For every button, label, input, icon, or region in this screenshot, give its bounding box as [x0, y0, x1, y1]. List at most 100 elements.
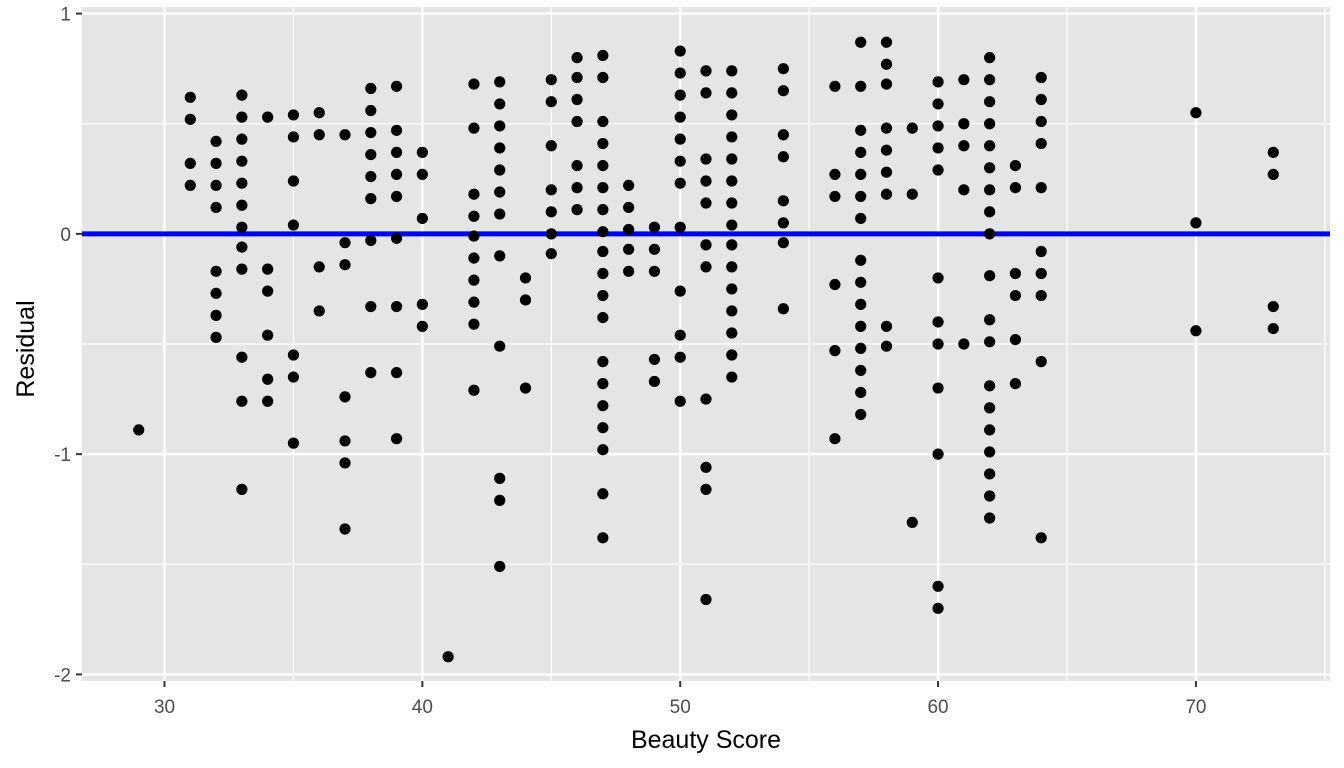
data-point: [1035, 93, 1047, 106]
data-point: [932, 338, 944, 350]
data-point: [519, 294, 532, 306]
y-axis-title: Residual: [12, 300, 40, 397]
data-point: [932, 580, 944, 592]
data-point: [777, 151, 789, 163]
y-tick-label: -2: [54, 665, 71, 686]
data-point: [855, 124, 867, 136]
data-point: [700, 239, 712, 251]
data-point: [829, 80, 841, 92]
data-point: [597, 422, 609, 434]
data-point: [1009, 182, 1022, 194]
data-point: [984, 468, 996, 480]
data-point: [571, 71, 583, 84]
data-point: [700, 261, 712, 273]
data-point: [494, 472, 506, 484]
data-point: [494, 560, 506, 573]
data-point: [571, 159, 583, 172]
data-point: [365, 171, 377, 183]
data-point: [442, 651, 454, 663]
data-point: [494, 340, 506, 352]
data-point: [597, 49, 609, 62]
data-point: [210, 135, 222, 147]
data-point: [390, 433, 403, 445]
data-point: [519, 272, 532, 284]
data-point: [700, 393, 712, 405]
data-point: [1035, 71, 1047, 84]
data-point: [1009, 159, 1022, 172]
data-point: [726, 239, 738, 251]
data-point: [236, 133, 248, 145]
data-point: [390, 232, 403, 244]
x-tick-label: 30: [154, 697, 175, 718]
data-point: [597, 182, 609, 194]
x-axis-title: Beauty Score: [631, 726, 781, 754]
data-point: [545, 74, 557, 86]
data-point: [210, 201, 222, 214]
data-point: [1009, 333, 1022, 346]
data-point: [623, 179, 635, 192]
data-point: [597, 204, 609, 216]
data-point: [365, 193, 377, 205]
data-point: [674, 133, 686, 145]
data-point: [416, 212, 428, 225]
data-point: [984, 206, 996, 218]
data-point: [674, 329, 686, 341]
data-point: [726, 65, 738, 77]
data-point: [855, 254, 867, 266]
data-point: [571, 204, 583, 216]
data-point: [984, 314, 996, 326]
data-point: [674, 285, 686, 297]
data-point: [984, 424, 996, 436]
data-point: [880, 78, 893, 90]
data-point: [545, 206, 557, 218]
data-point: [184, 113, 196, 125]
data-point: [236, 483, 248, 495]
data-point: [984, 140, 996, 152]
data-point: [726, 153, 738, 165]
data-point: [390, 146, 403, 158]
data-point: [932, 120, 944, 132]
data-point: [597, 267, 609, 280]
y-axis: -2 -1 0 1: [54, 5, 82, 686]
data-point: [597, 356, 609, 368]
data-point: [958, 338, 970, 350]
data-point: [365, 367, 377, 379]
data-point: [674, 45, 686, 57]
data-point: [365, 126, 377, 139]
data-point: [984, 184, 996, 196]
data-point: [674, 67, 686, 79]
data-point: [210, 309, 222, 321]
data-point: [855, 298, 867, 310]
data-point: [1009, 289, 1022, 302]
data-point: [777, 217, 789, 229]
y-tick-label: 1: [60, 5, 71, 26]
data-point: [932, 382, 944, 394]
data-point: [494, 494, 506, 506]
data-point: [184, 179, 196, 192]
data-point: [545, 96, 557, 108]
data-point: [468, 122, 480, 134]
data-point: [726, 219, 738, 231]
data-point: [1009, 378, 1022, 390]
data-point: [855, 408, 867, 421]
data-point: [210, 157, 222, 169]
data-point: [700, 153, 712, 165]
data-point: [184, 157, 196, 169]
data-point: [984, 118, 996, 130]
data-point: [494, 142, 506, 154]
data-point: [133, 424, 145, 436]
data-point: [390, 367, 403, 379]
data-point: [597, 400, 609, 412]
data-point: [468, 210, 480, 222]
data-point: [674, 89, 686, 101]
data-point: [545, 248, 557, 260]
data-point: [700, 197, 712, 209]
data-point: [906, 516, 918, 529]
data-point: [597, 226, 609, 238]
data-point: [416, 146, 428, 158]
data-point: [287, 175, 300, 187]
data-point: [494, 250, 506, 262]
data-point: [1035, 267, 1047, 280]
data-point: [1035, 137, 1047, 150]
